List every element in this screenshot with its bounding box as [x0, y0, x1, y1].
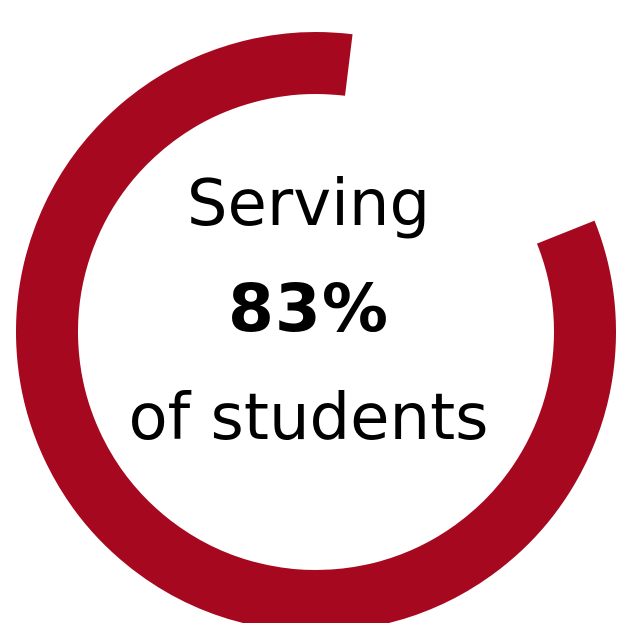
label-serving: Serving — [186, 167, 431, 241]
label-of-students: of students — [128, 381, 489, 455]
progress-arc — [16, 32, 616, 623]
label-percent: 83% — [228, 270, 389, 347]
